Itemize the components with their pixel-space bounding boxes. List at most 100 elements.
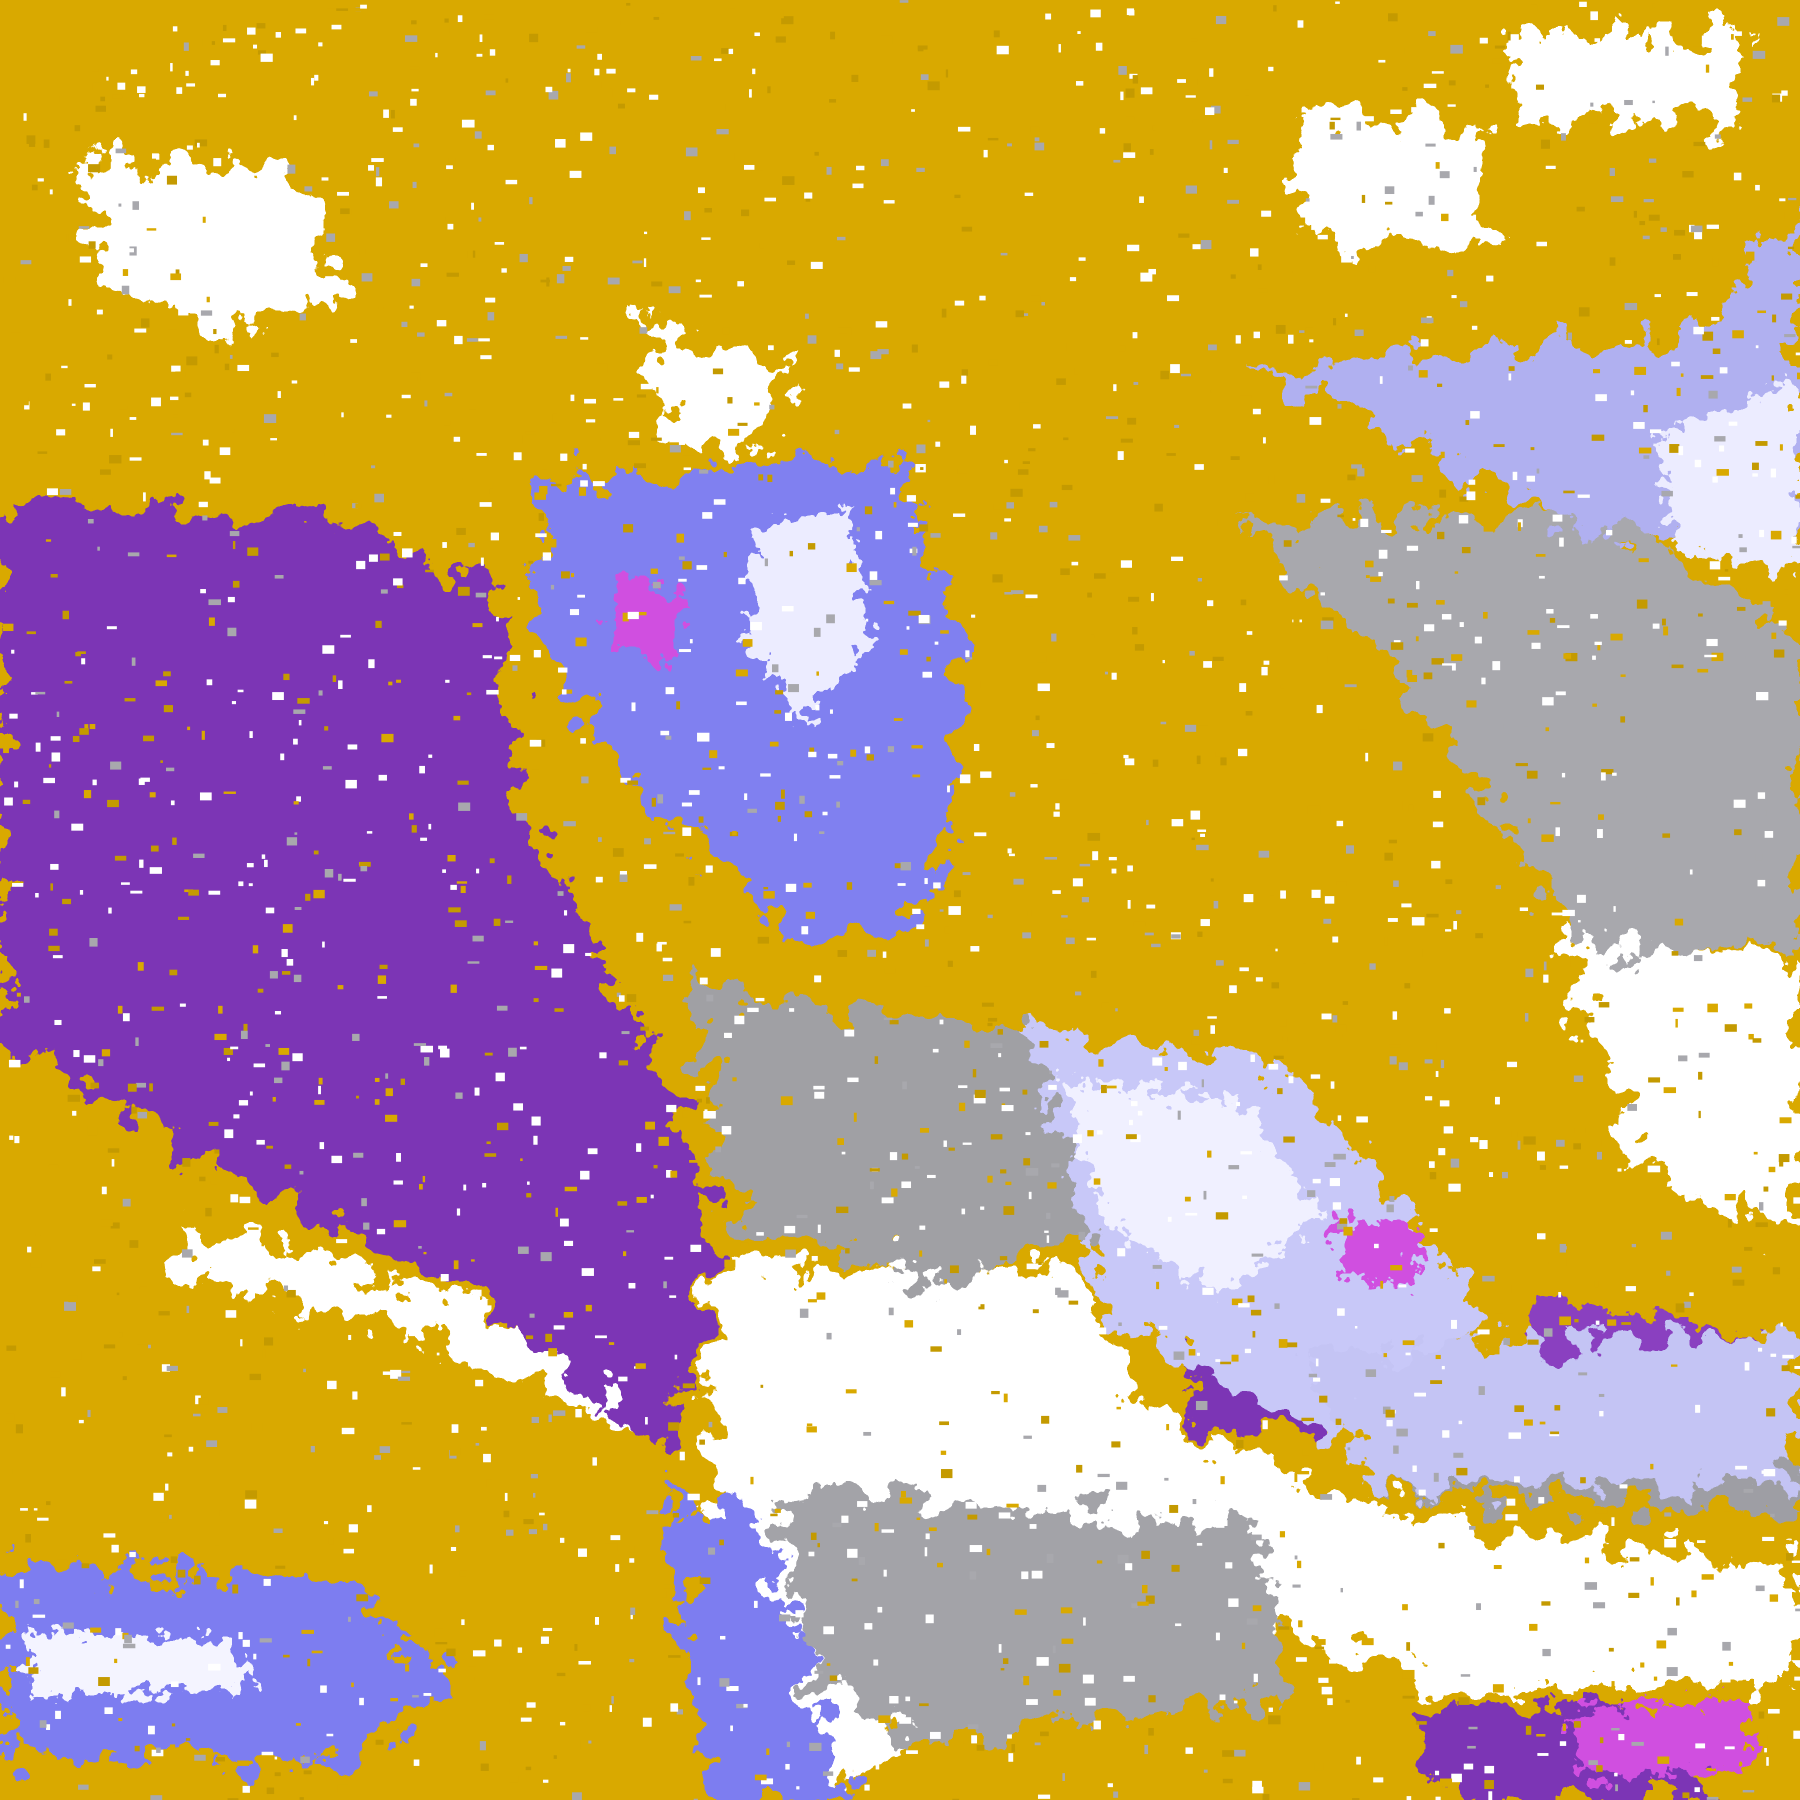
speckle [1222, 1778, 1233, 1784]
speckle [129, 457, 142, 461]
speckle [1435, 162, 1440, 169]
speckle [962, 1142, 972, 1145]
speckle [505, 1642, 513, 1650]
speckle [106, 76, 109, 81]
speckle [662, 974, 674, 982]
speckle [87, 1409, 91, 1418]
speckle [109, 455, 122, 464]
speckle [976, 1744, 985, 1751]
speckle [561, 689, 567, 695]
speckle [73, 1050, 80, 1058]
speckle [779, 9, 784, 19]
speckle [1280, 1018, 1287, 1027]
speckle [880, 35, 893, 45]
speckle [1058, 775, 1070, 780]
speckle [214, 1540, 219, 1546]
speckle [1675, 1018, 1678, 1028]
speckle [390, 1369, 402, 1379]
speckle [1442, 663, 1453, 666]
speckle [894, 863, 902, 869]
speckle [322, 941, 325, 948]
speckle [111, 1159, 115, 1167]
speckle [337, 1784, 349, 1793]
speckle [1220, 1476, 1225, 1485]
speckle [479, 1741, 486, 1751]
speckle [336, 8, 349, 11]
speckle [916, 167, 925, 172]
clear-patch [1561, 941, 1800, 1240]
speckle [1757, 1347, 1763, 1352]
speckle [1526, 770, 1538, 779]
speckle [1046, 1212, 1051, 1219]
speckle [897, 1332, 909, 1340]
speckle [136, 1344, 147, 1354]
speckle [1299, 330, 1305, 333]
speckle [528, 1529, 538, 1535]
speckle [1589, 114, 1598, 124]
speckle [45, 539, 52, 542]
speckle [1666, 1785, 1675, 1789]
speckle [1508, 366, 1515, 371]
speckle [443, 420, 451, 426]
speckle [1016, 1433, 1026, 1437]
speckle [506, 1529, 514, 1536]
speckle [1611, 1728, 1620, 1731]
speckle [265, 907, 275, 914]
speckle [1402, 1669, 1415, 1679]
speckle [1573, 1721, 1581, 1728]
speckle [1554, 1405, 1561, 1411]
speckle [1164, 1477, 1169, 1481]
speckle [1294, 1555, 1298, 1560]
speckle [382, 1371, 395, 1375]
magenta-patch [1561, 1698, 1757, 1780]
speckle [584, 398, 597, 404]
speckle [284, 1164, 292, 1169]
speckle [678, 556, 685, 560]
speckle [1402, 87, 1408, 91]
speckle [940, 1450, 947, 1455]
speckle [1057, 1290, 1069, 1298]
speckle [662, 957, 673, 962]
speckle [869, 1168, 880, 1172]
speckle [848, 367, 860, 372]
speckle [917, 46, 924, 52]
speckle [564, 256, 574, 262]
speckle [321, 177, 329, 181]
speckle [77, 651, 86, 654]
speckle [457, 780, 469, 785]
speckle [1624, 99, 1633, 106]
speckle [774, 710, 782, 714]
speckle [1242, 1195, 1248, 1200]
speckle [668, 1655, 681, 1658]
speckle [809, 747, 815, 752]
speckle [636, 1196, 647, 1203]
speckle [461, 1619, 465, 1626]
speckle [35, 691, 46, 695]
speckle [326, 233, 336, 242]
speckle [374, 1455, 382, 1460]
speckle [1722, 1641, 1731, 1651]
speckle [1682, 171, 1694, 178]
speckle [1759, 529, 1765, 538]
speckle [1781, 90, 1788, 96]
speckle [541, 465, 548, 470]
speckle [1046, 1235, 1050, 1243]
speckle [620, 20, 633, 25]
speckle [569, 609, 580, 616]
speckle [170, 63, 173, 72]
speckle [52, 955, 63, 959]
speckle [858, 1556, 866, 1565]
speckle [1390, 642, 1404, 650]
speckle [721, 48, 731, 54]
speckle [164, 1434, 172, 1438]
speckle [478, 338, 490, 342]
speckle [1794, 1676, 1800, 1681]
speckle [1152, 125, 1156, 131]
speckle [826, 1663, 831, 1666]
speckle [1026, 1511, 1033, 1518]
speckle [1307, 805, 1321, 815]
speckle [1178, 1061, 1187, 1071]
speckle [517, 1246, 529, 1254]
speckle [1239, 395, 1252, 399]
speckle [1698, 1110, 1701, 1119]
